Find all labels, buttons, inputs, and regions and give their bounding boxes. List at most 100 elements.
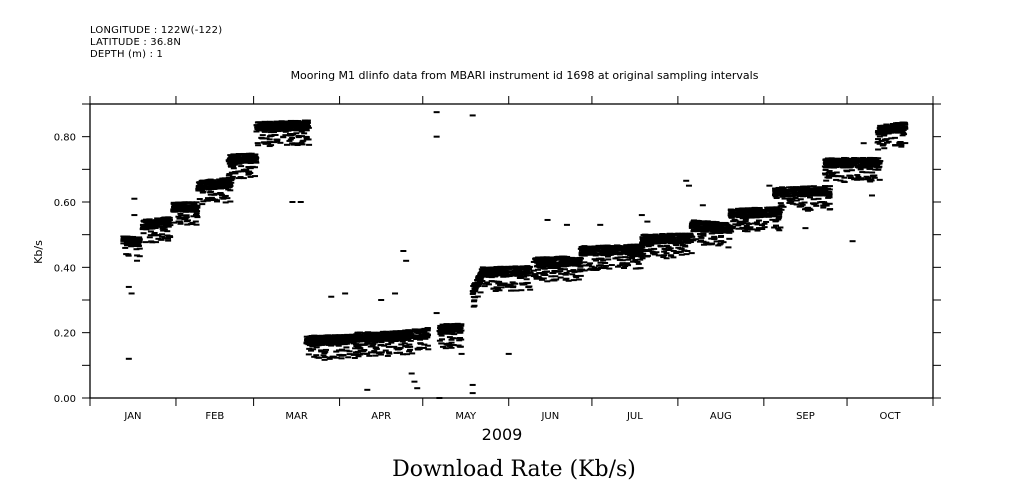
data-point [623,244,630,247]
data-point [502,270,509,273]
data-point [326,357,333,360]
data-point [625,258,632,261]
data-point [595,252,602,255]
data-point [772,194,779,197]
data-point [231,160,238,163]
data-point [299,143,306,146]
data-point [470,300,477,303]
data-point [580,251,587,254]
data-point [875,130,882,133]
y-tick-label: 0.40 [54,263,76,274]
data-point [849,163,856,166]
data-point [536,263,543,266]
data-point [437,326,444,329]
data-point [650,240,657,243]
data-point [343,341,350,344]
data-point [777,205,784,208]
data-point [155,234,162,237]
data-point [303,335,310,338]
data-point [214,200,221,203]
data-point [222,180,229,183]
data-point [245,173,252,176]
data-point [193,212,200,215]
data-point [870,175,877,178]
data-point [781,197,788,200]
data-point [140,232,147,235]
data-point [469,114,476,117]
data-point [694,226,701,229]
data-point [566,270,573,273]
data-point [590,253,597,256]
data-point [624,262,631,265]
data-point [857,168,864,171]
data-point [539,256,546,259]
x-tick-label: AUG [710,411,732,422]
data-point [828,173,835,176]
data-point [729,210,736,213]
data-point [666,232,673,235]
data-point [203,183,210,186]
data-point [642,240,649,243]
data-point [342,340,349,343]
data-point [769,218,776,221]
data-point [396,348,403,351]
data-point [261,130,268,133]
data-point [263,137,270,140]
data-point [794,191,801,194]
data-point [686,240,693,243]
data-point [877,129,884,132]
data-point [518,289,525,292]
data-point [728,230,735,233]
data-point [245,153,252,156]
data-point [854,158,861,161]
x-tick-label: SEP [796,411,815,422]
data-point [327,342,334,345]
data-point [271,127,278,130]
data-point [602,244,609,247]
x-tick-label: OCT [880,411,902,422]
data-point [650,237,657,240]
data-point [594,249,601,252]
data-point [515,274,522,277]
data-point [398,343,405,346]
data-point [193,214,200,217]
data-point [177,216,184,219]
data-point [395,332,402,335]
data-point [651,253,658,256]
data-point [367,351,374,354]
data-point [229,175,236,178]
data-point [727,208,734,211]
data-point [754,223,761,226]
data-point [478,275,485,278]
data-point [823,179,830,182]
data-point [315,335,322,338]
data-point [557,276,564,279]
data-point [190,215,197,218]
data-point [683,253,690,256]
data-point [746,227,753,230]
data-point [367,335,374,338]
data-point [208,196,215,199]
data-point [772,192,779,195]
data-point [159,217,166,220]
data-point [355,344,362,347]
data-point [262,121,269,124]
data-point [340,354,347,357]
data-point [384,338,391,341]
data-point [612,250,619,253]
data-point [565,279,572,282]
data-point [813,204,820,207]
data-point [407,339,414,342]
data-point [798,202,805,205]
data-point [822,202,829,205]
data-point [373,346,380,349]
data-point [424,333,431,336]
data-point [330,337,337,340]
data-point [239,159,246,162]
x-tick-label: JUL [626,411,643,422]
data-point [192,220,199,223]
data-point [631,251,638,254]
data-point [626,248,633,251]
data-point [605,258,612,261]
